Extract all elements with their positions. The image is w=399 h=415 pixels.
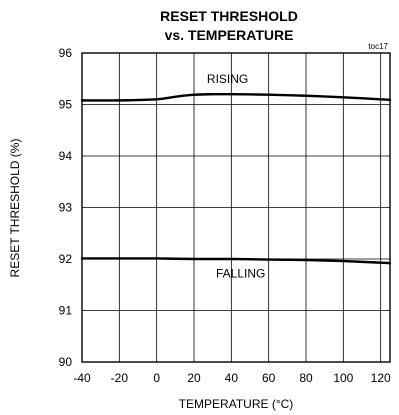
x-tick-label: 40 xyxy=(225,371,239,385)
y-tick-label: 95 xyxy=(59,98,73,112)
x-tick-label: 120 xyxy=(371,371,391,385)
figure-id: toc17 xyxy=(368,42,388,51)
annotation-falling: FALLING xyxy=(216,266,265,280)
x-tick-labels: -40 -20 0 20 40 60 80 100 120 xyxy=(73,371,391,385)
x-axis-label: TEMPERATURE (°C) xyxy=(179,397,294,411)
plot-frame xyxy=(81,52,391,363)
y-tick-label: 91 xyxy=(59,304,73,318)
y-tick-label: 92 xyxy=(59,252,73,266)
y-axis-label: RESET THRESHOLD (%) xyxy=(8,139,22,278)
series-lines xyxy=(80,92,392,265)
x-tick-label: 20 xyxy=(187,371,201,385)
x-tick-label: 0 xyxy=(153,371,160,385)
y-tick-label: 93 xyxy=(59,201,73,215)
series-line-rising xyxy=(80,92,392,102)
plot-frame-rect xyxy=(81,52,391,363)
x-tick-label: 80 xyxy=(299,371,313,385)
chart-title-line-2: vs. TEMPERATURE xyxy=(165,27,294,43)
x-tick-label: 60 xyxy=(262,371,276,385)
y-tick-label: 90 xyxy=(59,355,73,369)
y-tick-labels: 90 91 92 93 94 95 96 xyxy=(59,46,73,369)
series-line-falling xyxy=(80,257,392,265)
x-tick-label: -40 xyxy=(73,371,91,385)
grid xyxy=(82,53,390,362)
annotation-rising: RISING xyxy=(207,72,248,86)
chart-title-line-1: RESET THRESHOLD xyxy=(160,8,298,24)
annotations: RISING FALLING xyxy=(207,72,265,281)
x-tick-label: 100 xyxy=(333,371,353,385)
y-tick-label: 96 xyxy=(59,46,73,60)
x-tick-label: -20 xyxy=(111,371,129,385)
y-tick-label: 94 xyxy=(59,149,73,163)
